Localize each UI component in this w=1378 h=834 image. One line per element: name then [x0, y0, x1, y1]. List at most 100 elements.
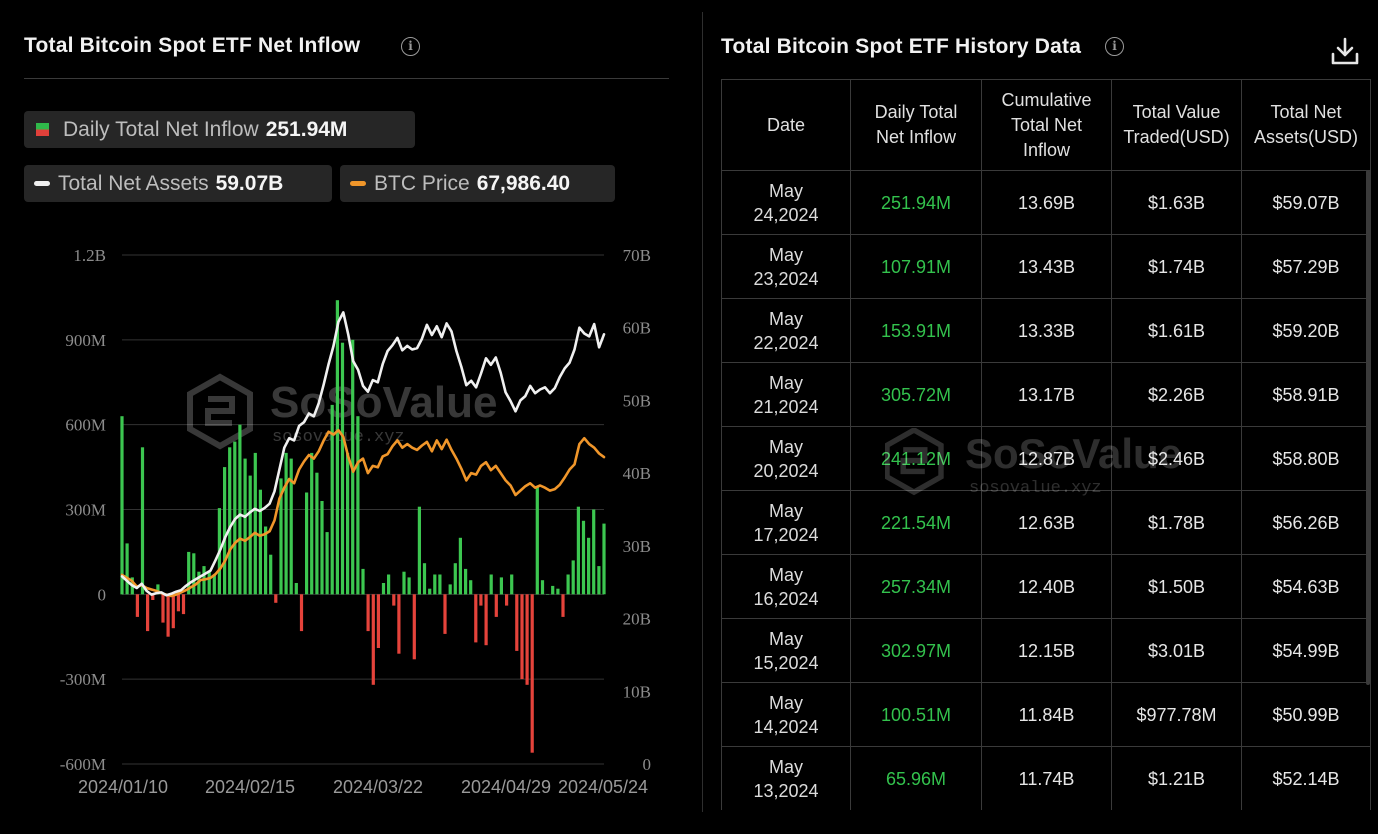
inflow-bar[interactable] — [453, 563, 457, 595]
inflow-bar[interactable] — [469, 580, 473, 595]
inflow-bar[interactable] — [566, 574, 570, 595]
inflow-bar[interactable] — [356, 416, 360, 595]
inflow-bar[interactable] — [494, 594, 498, 617]
inflow-bar[interactable] — [520, 594, 524, 680]
inflow-bar[interactable] — [499, 577, 503, 595]
inflow-bar[interactable] — [376, 594, 380, 648]
inflow-bar[interactable] — [484, 594, 488, 646]
inflow-bar[interactable] — [505, 594, 509, 606]
inflow-bar[interactable] — [120, 416, 124, 595]
table-row[interactable]: May 20,2024 241.12M 12.87B $2.46B $58.80B — [721, 426, 1371, 491]
inflow-bar[interactable] — [479, 594, 483, 606]
inflow-bar[interactable] — [407, 577, 411, 595]
inflow-bar[interactable] — [387, 574, 391, 595]
table-row[interactable]: May 15,2024 302.97M 12.15B $3.01B $54.99B — [721, 618, 1371, 683]
inflow-bar[interactable] — [274, 594, 278, 603]
inflow-bar[interactable] — [253, 452, 257, 595]
inflow-bar[interactable] — [171, 594, 175, 629]
column-header-daily-inflow[interactable]: Daily Total Net Inflow — [850, 79, 982, 171]
inflow-bar[interactable] — [258, 489, 262, 595]
inflow-bar[interactable] — [243, 458, 247, 595]
table-row[interactable]: May 17,2024 221.54M 12.63B $1.78B $56.26B — [721, 490, 1371, 555]
inflow-bar[interactable] — [551, 585, 555, 595]
inflow-bar[interactable] — [556, 588, 560, 595]
inflow-bar[interactable] — [279, 478, 283, 595]
inflow-bar[interactable] — [422, 563, 427, 595]
inflow-bar[interactable] — [140, 447, 145, 595]
inflow-bar[interactable] — [176, 594, 180, 612]
table-row[interactable]: May 21,2024 305.72M 13.17B $2.26B $58.91B — [721, 362, 1371, 427]
inflow-bar[interactable] — [397, 594, 401, 654]
inflow-bar[interactable] — [402, 571, 406, 595]
inflow-bar[interactable] — [464, 568, 468, 595]
inflow-bar[interactable] — [592, 509, 596, 595]
inflow-bar[interactable] — [299, 594, 304, 632]
inflow-bar[interactable] — [212, 574, 216, 595]
table-row[interactable]: May 14,2024 100.51M 11.84B $977.78M $50.99B — [721, 682, 1371, 747]
inflow-bar[interactable] — [156, 584, 160, 595]
column-header-net-assets[interactable]: Total Net Assets(USD) — [1241, 79, 1371, 171]
inflow-bar[interactable] — [325, 532, 329, 595]
column-header-value-traded[interactable]: Total Value Traded(USD) — [1111, 79, 1242, 171]
column-header-cumulative[interactable]: Cumulative Total Net Inflow — [981, 79, 1112, 171]
inflow-bar[interactable] — [417, 506, 421, 595]
inflow-bar[interactable] — [223, 467, 227, 595]
inflow-bar[interactable] — [335, 300, 339, 595]
inflow-bar[interactable] — [433, 574, 437, 595]
inflow-bar[interactable] — [438, 574, 442, 595]
inflow-bar[interactable] — [381, 583, 386, 595]
inflow-chart[interactable]: SoSoValue sosovalue.xyz 1.2B 900M 600M 300M… — [0, 225, 690, 805]
inflow-bar[interactable] — [602, 523, 606, 595]
inflow-bar[interactable] — [284, 452, 288, 595]
column-header-date[interactable]: Date — [721, 79, 851, 171]
inflow-bar[interactable] — [181, 594, 186, 615]
info-icon[interactable]: i — [401, 37, 420, 56]
inflow-bar[interactable] — [546, 594, 550, 595]
inflow-bar[interactable] — [315, 472, 319, 595]
total-net-assets-line[interactable] — [120, 311, 606, 597]
inflow-bar[interactable] — [443, 594, 447, 634]
table-row[interactable]: May 16,2024 257.34M 12.40B $1.50B $54.63B — [721, 554, 1371, 619]
inflow-bar[interactable] — [135, 594, 139, 617]
inflow-bar[interactable] — [187, 551, 191, 595]
inflow-bar[interactable] — [428, 588, 432, 595]
inflow-bar[interactable] — [161, 594, 165, 623]
inflow-bar[interactable] — [581, 520, 586, 595]
table-row[interactable]: May 22,2024 153.91M 13.33B $1.61B $59.20B — [721, 298, 1371, 363]
inflow-bar[interactable] — [366, 594, 370, 632]
inflow-bar[interactable] — [597, 566, 601, 595]
inflow-bar[interactable] — [330, 404, 334, 595]
inflow-bar[interactable] — [515, 594, 519, 651]
inflow-bar[interactable] — [238, 424, 242, 595]
inflow-bar[interactable] — [151, 594, 155, 600]
inflow-bar[interactable] — [371, 594, 375, 685]
download-icon[interactable] — [1330, 36, 1360, 66]
table-row[interactable]: May 23,2024 107.91M 13.43B $1.74B $57.29B — [721, 234, 1371, 299]
inflow-bar[interactable] — [576, 506, 580, 595]
inflow-bar[interactable] — [305, 492, 309, 595]
inflow-bar[interactable] — [458, 537, 462, 595]
inflow-bar[interactable] — [269, 554, 273, 595]
table-row[interactable]: May 13,2024 65.96M 11.74B $1.21B $52.14B — [721, 746, 1371, 810]
inflow-bar[interactable] — [248, 475, 252, 595]
inflow-bar[interactable] — [166, 594, 170, 637]
inflow-bar[interactable] — [320, 501, 324, 595]
inflow-bar[interactable] — [587, 537, 591, 595]
inflow-bar[interactable] — [510, 574, 514, 595]
inflow-bar[interactable] — [489, 574, 493, 595]
inflow-bar[interactable] — [530, 594, 534, 753]
inflow-bar[interactable] — [340, 342, 345, 595]
inflow-bar[interactable] — [412, 594, 416, 660]
btc-price-line[interactable] — [120, 428, 606, 598]
inflow-bar[interactable] — [474, 594, 478, 643]
info-icon[interactable]: i — [1105, 37, 1124, 56]
inflow-bar[interactable] — [310, 452, 314, 595]
legend-total-net-assets[interactable]: Total Net Assets 59.07B — [24, 165, 332, 202]
inflow-bar[interactable] — [146, 594, 150, 632]
legend-btc-price[interactable]: BTC Price 67,986.40 — [340, 165, 615, 202]
inflow-bar[interactable] — [571, 560, 575, 595]
inflow-bar[interactable] — [125, 543, 129, 595]
table-scrollbar[interactable] — [1366, 170, 1370, 685]
inflow-bar[interactable] — [228, 447, 232, 595]
table-row[interactable]: May 24,2024 251.94M 13.69B $1.63B $59.07B — [721, 170, 1371, 235]
